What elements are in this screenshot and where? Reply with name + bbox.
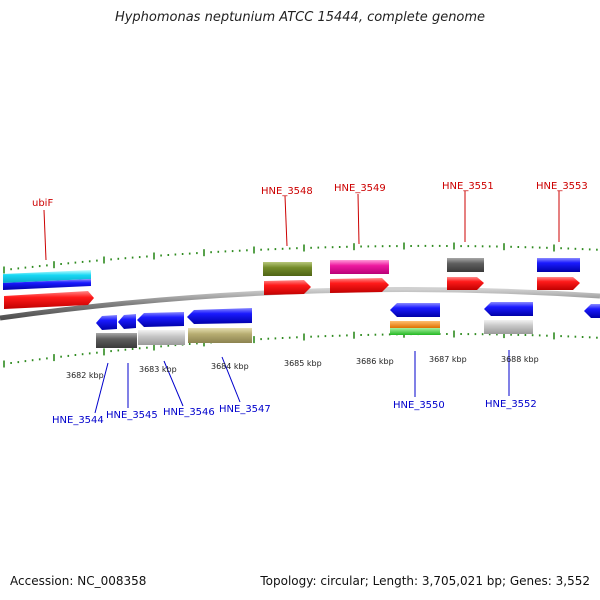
feature-hne3550-orange <box>390 321 440 328</box>
feature-hne3553-arrow <box>537 277 580 290</box>
kbp-label: 3688 kbp <box>501 355 539 364</box>
label-hne3549: HNE_3549 <box>334 183 386 194</box>
label-hne3546: HNE_3546 <box>163 407 215 418</box>
kbp-label: 3687 kbp <box>429 355 467 364</box>
genome-summary-text: Topology: circular; Length: 3,705,021 bp… <box>260 574 590 588</box>
feature-hne3553-colored <box>537 258 580 272</box>
label-hne3552: HNE_3552 <box>485 399 537 410</box>
feature-hne3552-colored <box>484 320 533 334</box>
feature-hne3544-colored <box>96 333 137 348</box>
label-hne3547: HNE_3547 <box>219 404 271 415</box>
kbp-label: 3686 kbp <box>356 357 394 366</box>
feature-hne3546-arrow <box>137 312 184 327</box>
feature-blue-top <box>3 279 91 290</box>
top-labels <box>43 191 560 261</box>
feature-hne3550-green <box>390 328 440 335</box>
feature-cyan-top <box>3 270 91 283</box>
feature-hne3550-arrow <box>390 303 440 317</box>
kbp-label: 3682 kbp <box>66 371 104 380</box>
label-hne3550: HNE_3550 <box>393 400 445 411</box>
feature-hne3549-arrow <box>330 278 389 293</box>
accession-text: Accession: NC_008358 <box>10 574 147 588</box>
kbp-label: 3684 kbp <box>211 362 249 371</box>
kbp-label: 3683 kbp <box>139 365 177 374</box>
label-hne3544: HNE_3544 <box>52 415 104 426</box>
kbp-label: 3685 kbp <box>284 359 322 368</box>
feature-hne3547-arrow <box>187 308 252 324</box>
feature-hne3544-arrow <box>96 315 117 330</box>
feature-hne3552-arrow <box>484 302 533 316</box>
upper-tick-row <box>3 242 598 274</box>
feature-hne3545-arrow <box>118 314 136 329</box>
feature-ubif-arrow <box>4 291 94 309</box>
label-hne3553: HNE_3553 <box>536 181 588 192</box>
feature-hne3548-colored <box>263 262 312 276</box>
label-ubif: ubiF <box>32 198 53 209</box>
map-title: Hyphomonas neptunium ATCC 15444, complet… <box>114 10 486 25</box>
feature-hne3548-arrow <box>264 280 311 295</box>
label-hne3548: HNE_3548 <box>261 186 313 197</box>
label-hne3551: HNE_3551 <box>442 181 494 192</box>
feature-hne3551-colored <box>447 258 484 272</box>
feature-hne3546-colored <box>138 330 185 345</box>
feature-edge-blue-arrow <box>584 304 600 318</box>
bottom-labels <box>94 350 510 414</box>
feature-hne3551-arrow <box>447 277 484 290</box>
feature-hne3547-colored <box>188 328 252 343</box>
feature-hne3549-colored <box>330 260 389 274</box>
label-hne3545: HNE_3545 <box>106 410 158 421</box>
